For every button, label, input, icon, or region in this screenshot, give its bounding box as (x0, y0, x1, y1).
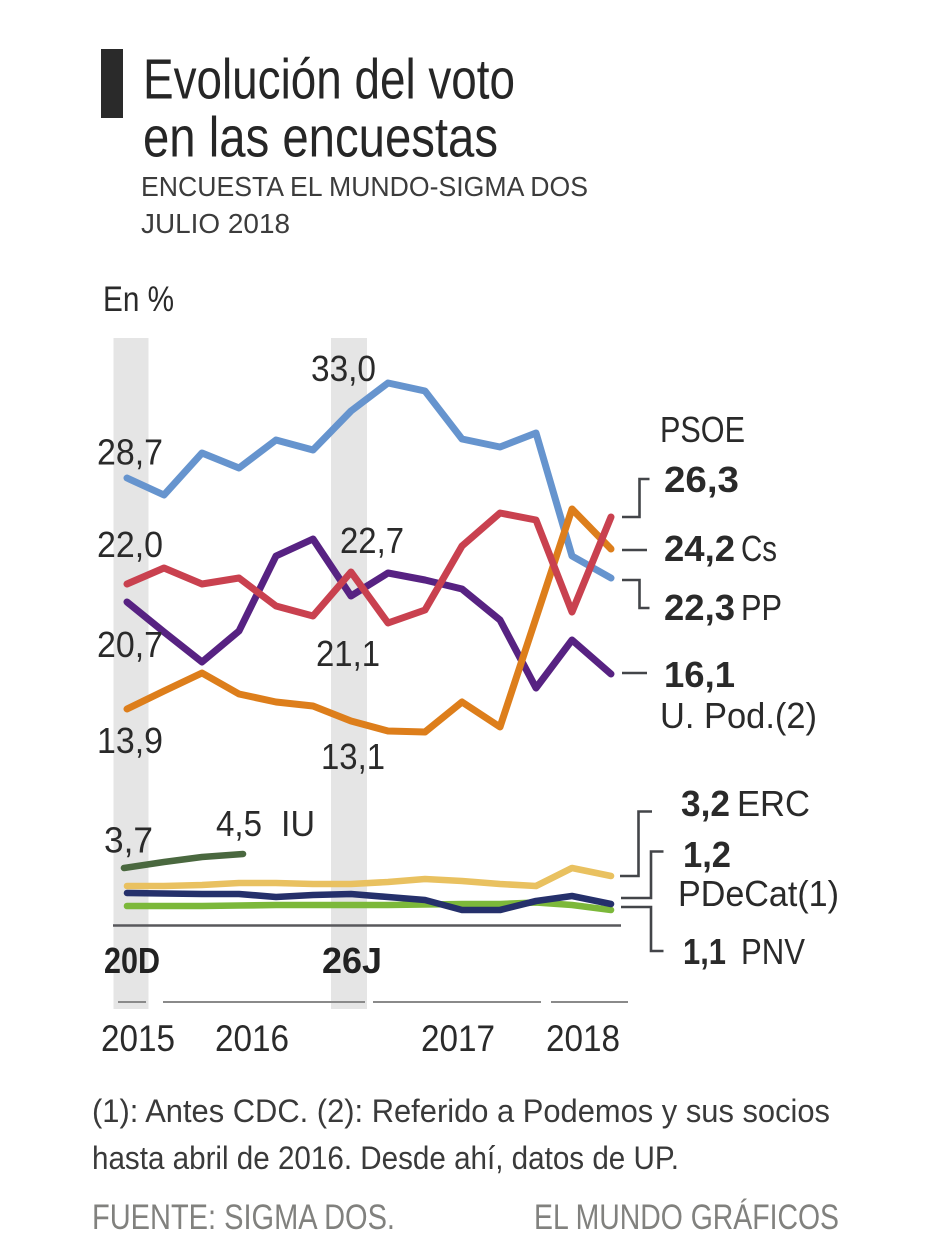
svg-text:(1): Antes CDC. (2): Referido: (1): Antes CDC. (2): Referido a Podemos … (92, 1093, 830, 1129)
svg-text:en las encuestas: en las encuestas (143, 106, 498, 170)
svg-text:33,0: 33,0 (311, 348, 376, 389)
svg-text:hasta abril de 2016. Desde ahí: hasta abril de 2016. Desde ahí, datos de… (92, 1140, 679, 1176)
svg-text:Cs: Cs (741, 528, 777, 569)
svg-text:20,7: 20,7 (97, 624, 163, 665)
svg-text:20D: 20D (104, 940, 160, 981)
svg-text:FUENTE: SIGMA DOS.: FUENTE: SIGMA DOS. (92, 1198, 395, 1237)
svg-text:PDeCat(1): PDeCat(1) (678, 873, 839, 914)
svg-text:13,1: 13,1 (321, 736, 385, 777)
svg-text:EL MUNDO GRÁFICOS: EL MUNDO GRÁFICOS (534, 1198, 839, 1237)
svg-text:PP: PP (741, 587, 782, 628)
svg-text:PNV: PNV (741, 931, 805, 972)
svg-text:21,1: 21,1 (316, 633, 380, 674)
svg-text:U. Pod.(2): U. Pod.(2) (660, 695, 817, 736)
svg-text:2015: 2015 (101, 1018, 175, 1059)
svg-text:ERC: ERC (737, 783, 810, 824)
svg-text:16,1: 16,1 (664, 654, 735, 695)
svg-text:26,3: 26,3 (664, 459, 739, 500)
svg-text:13,9: 13,9 (97, 720, 163, 761)
svg-text:3,2: 3,2 (681, 783, 730, 824)
svg-text:22,7: 22,7 (340, 520, 404, 561)
svg-text:IU: IU (281, 803, 315, 844)
svg-text:2017: 2017 (421, 1018, 495, 1059)
svg-text:28,7: 28,7 (97, 432, 163, 473)
svg-text:ENCUESTA EL MUNDO-SIGMA DOS: ENCUESTA EL MUNDO-SIGMA DOS (141, 171, 588, 202)
svg-text:3,7: 3,7 (104, 820, 153, 861)
svg-text:22,3: 22,3 (664, 587, 735, 628)
svg-text:2018: 2018 (546, 1018, 620, 1059)
svg-text:4,5: 4,5 (216, 803, 262, 844)
svg-text:Evolución del voto: Evolución del voto (143, 48, 515, 112)
svg-text:En %: En % (103, 280, 174, 319)
svg-text:22,0: 22,0 (97, 524, 163, 565)
svg-text:1,1: 1,1 (683, 931, 726, 972)
svg-text:24,2: 24,2 (664, 528, 735, 569)
svg-text:PSOE: PSOE (660, 409, 745, 450)
svg-text:2016: 2016 (215, 1018, 289, 1059)
svg-text:26J: 26J (322, 940, 382, 981)
svg-text:JULIO 2018: JULIO 2018 (141, 208, 290, 239)
svg-text:1,2: 1,2 (683, 834, 731, 875)
